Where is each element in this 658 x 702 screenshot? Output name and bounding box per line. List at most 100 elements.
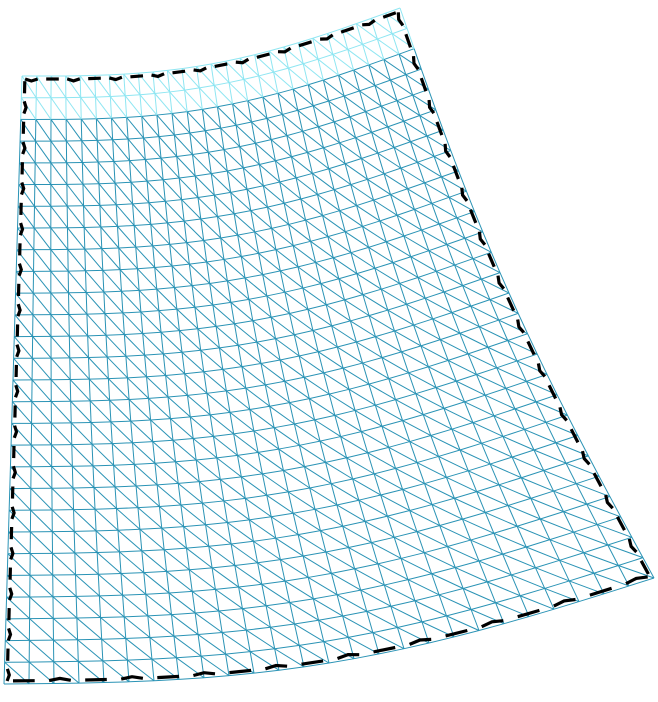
mesh-edge-vertical — [245, 387, 251, 410]
mesh-edge-diagonal — [52, 618, 78, 641]
mesh-edge-horizontal — [271, 312, 290, 318]
mesh-edge-diagonal — [51, 422, 73, 445]
mesh-edge-horizontal — [283, 42, 299, 48]
mesh-edge-vertical — [111, 118, 114, 140]
mesh-edge-vertical — [481, 443, 491, 465]
mesh-edge-vertical — [423, 552, 433, 574]
mesh-edge-horizontal — [286, 130, 303, 137]
mesh-edge-vertical — [252, 541, 259, 563]
mesh-edge-diagonal — [464, 401, 495, 417]
mesh-edge-vertical — [178, 177, 183, 200]
mesh-edge-horizontal — [511, 449, 535, 458]
mesh-edge-vertical — [173, 287, 178, 310]
mesh-edge-diagonal — [223, 149, 244, 169]
mesh-edge-diagonal — [462, 285, 491, 301]
mesh-edge-diagonal — [274, 648, 305, 668]
mesh-edge-vertical — [152, 245, 156, 268]
mesh-edge-diagonal — [476, 491, 509, 506]
mesh-edge-horizontal — [92, 443, 113, 445]
mesh-edge-horizontal — [388, 372, 409, 380]
mesh-edge-diagonal — [180, 504, 206, 526]
mesh-edge-vertical — [470, 305, 480, 327]
mesh-edge-vertical — [447, 546, 456, 568]
mesh-edge-horizontal — [396, 94, 413, 102]
mesh-edge-horizontal — [277, 88, 294, 94]
mesh-edge-vertical — [374, 405, 383, 427]
mesh-edge-horizontal — [309, 483, 332, 489]
mesh-edge-diagonal — [30, 466, 53, 489]
mesh-edge-horizontal — [143, 570, 167, 574]
mesh-edge-horizontal — [368, 309, 388, 317]
mesh-edge-horizontal — [149, 635, 175, 638]
mesh-edge-horizontal — [209, 280, 228, 284]
mesh-edge-diagonal — [247, 100, 268, 119]
mesh-edge-diagonal — [222, 369, 247, 389]
mesh-edge-diagonal — [203, 240, 225, 260]
mesh-edge-diagonal — [140, 311, 162, 333]
mesh-edge-diagonal — [127, 659, 155, 682]
mesh-edge-horizontal — [220, 234, 238, 239]
mesh-edge-horizontal — [159, 504, 181, 507]
mesh-edge-diagonal — [202, 502, 228, 523]
mesh-edge-vertical — [565, 462, 577, 484]
mesh-edge-vertical — [292, 89, 299, 111]
mesh-edge-diagonal — [412, 94, 437, 111]
boundary-markers — [5, 11, 650, 683]
mesh-edge-horizontal — [407, 573, 432, 581]
mesh-edge-horizontal — [417, 155, 435, 163]
mesh-edge-diagonal — [265, 605, 295, 625]
mesh-edge-horizontal — [222, 629, 247, 634]
mesh-edge-diagonal — [148, 398, 171, 419]
mesh-edge-vertical — [342, 615, 349, 638]
mesh-edge-horizontal — [325, 547, 349, 553]
mesh-edge-diagonal — [336, 504, 366, 522]
mesh-edge-diagonal — [502, 553, 536, 569]
mesh-edge-diagonal — [213, 194, 235, 215]
mesh-edge-diagonal — [171, 614, 199, 635]
mesh-edge-vertical — [146, 376, 150, 399]
mesh-edge-vertical — [13, 336, 15, 359]
mesh-edge-horizontal — [252, 316, 272, 322]
mesh-edge-vertical — [307, 84, 314, 106]
mesh-edge-diagonal — [230, 543, 258, 564]
mesh-edge-vertical — [575, 483, 588, 505]
mesh-edge-diagonal — [210, 63, 230, 83]
mesh-edge-vertical — [430, 435, 440, 457]
mesh-edge-diagonal — [150, 223, 171, 245]
mesh-edge-vertical — [392, 262, 401, 284]
mesh-edge-horizontal — [122, 311, 141, 314]
mesh-edge-vertical — [331, 325, 338, 348]
mesh-edge-diagonal — [417, 277, 445, 293]
mesh-edge-vertical — [462, 285, 472, 307]
mesh-edge-vertical — [343, 95, 351, 117]
mesh-edge-diagonal — [227, 280, 250, 300]
mesh-edge-horizontal — [502, 428, 525, 437]
mesh-edge-vertical — [438, 223, 448, 245]
mesh-edge-diagonal — [514, 408, 547, 423]
mesh-edge-vertical — [240, 256, 246, 279]
mesh-edge-horizontal — [226, 387, 246, 392]
mesh-edge-vertical — [142, 333, 146, 356]
mesh-edge-vertical — [135, 485, 139, 508]
mesh-edge-vertical — [472, 258, 482, 280]
mesh-edge-horizontal — [132, 441, 153, 444]
mesh-edge-vertical — [517, 313, 529, 334]
mesh-edge-horizontal — [154, 461, 176, 464]
mesh-edge-diagonal — [361, 158, 385, 175]
mesh-edge-diagonal — [90, 422, 113, 444]
mesh-edge-vertical — [453, 498, 463, 520]
mesh-edge-horizontal — [217, 213, 235, 218]
mesh-edge-diagonal — [149, 637, 177, 659]
mesh-edge-diagonal — [33, 271, 52, 294]
mesh-edge-diagonal — [289, 402, 315, 421]
mesh-edge-horizontal — [438, 449, 461, 457]
mesh-edge-diagonal — [320, 283, 345, 301]
mesh-edge-vertical — [198, 87, 203, 110]
mesh-edge-vertical — [278, 448, 284, 471]
mesh-edge-diagonal — [318, 126, 340, 144]
mesh-edge-diagonal — [103, 291, 124, 314]
mesh-edge-vertical — [342, 368, 350, 390]
mesh-edge-horizontal — [327, 231, 346, 238]
mesh-edge-diagonal — [52, 574, 77, 597]
mesh-edge-diagonal — [211, 567, 239, 588]
